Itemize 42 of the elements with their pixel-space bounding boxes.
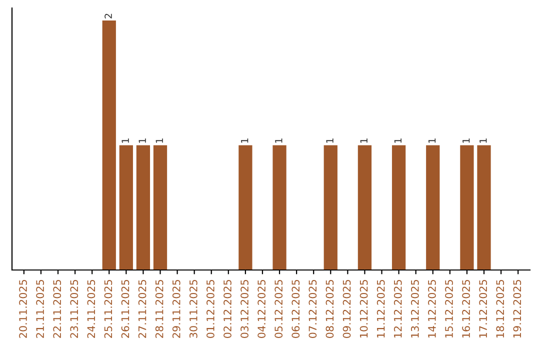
data-label: 1 <box>360 138 368 143</box>
x-tick-label: 22.11.2025 <box>53 280 62 338</box>
data-label: 1 <box>138 138 146 143</box>
data-label: 1 <box>156 138 163 143</box>
x-tick-label: 07.12.2025 <box>308 280 317 338</box>
x-tick-label: 04.12.2025 <box>258 280 266 338</box>
data-label: 1 <box>326 138 334 143</box>
x-tick-label: 26.11.2025 <box>121 280 130 338</box>
data-label: 1 <box>480 138 487 143</box>
x-tick-label: 24.11.2025 <box>87 280 96 338</box>
data-label: 1 <box>275 138 282 143</box>
x-tick-label: 19.12.2025 <box>513 280 522 338</box>
x-tick-label: 11.12.2025 <box>376 280 385 338</box>
data-label: 1 <box>241 138 248 143</box>
x-tick-label: 01.12.2025 <box>206 280 214 338</box>
x-tick-label: 02.12.2025 <box>224 280 232 338</box>
x-tick-label: 09.12.2025 <box>342 280 351 338</box>
data-label: 1 <box>462 138 470 143</box>
x-tick-label: 03.12.2025 <box>240 280 248 338</box>
x-tick-label: 23.11.2025 <box>70 280 78 338</box>
x-tick-label: 05.12.2025 <box>274 280 283 338</box>
x-tick-label: 15.12.2025 <box>445 280 453 338</box>
x-tick-label: 14.12.2025 <box>428 280 436 338</box>
data-label: 1 <box>428 138 436 143</box>
x-tick-label: 17.12.2025 <box>479 280 488 338</box>
x-tick-label: 16.12.2025 <box>462 280 470 338</box>
x-tick-label: 13.12.2025 <box>410 280 419 338</box>
x-tick-label: 30.11.2025 <box>189 280 198 338</box>
x-tick-label: 08.12.2025 <box>326 280 334 338</box>
x-tick-label: 12.12.2025 <box>394 280 402 338</box>
x-tick-label: 25.11.2025 <box>104 280 112 338</box>
data-label: 2 <box>104 14 112 18</box>
x-tick-label: 28.11.2025 <box>155 280 164 338</box>
data-label: 1 <box>122 138 129 143</box>
x-tick-label: 10.12.2025 <box>360 280 368 338</box>
x-tick-label: 27.11.2025 <box>138 280 146 338</box>
x-tick-label: 20.11.2025 <box>19 280 27 338</box>
x-tick-label: 29.11.2025 <box>172 280 180 338</box>
data-label: 1 <box>394 138 402 143</box>
x-tick-label: 21.11.2025 <box>36 280 44 338</box>
x-tick-label: 18.12.2025 <box>496 280 504 338</box>
x-tick-label: 06.12.2025 <box>292 280 300 338</box>
